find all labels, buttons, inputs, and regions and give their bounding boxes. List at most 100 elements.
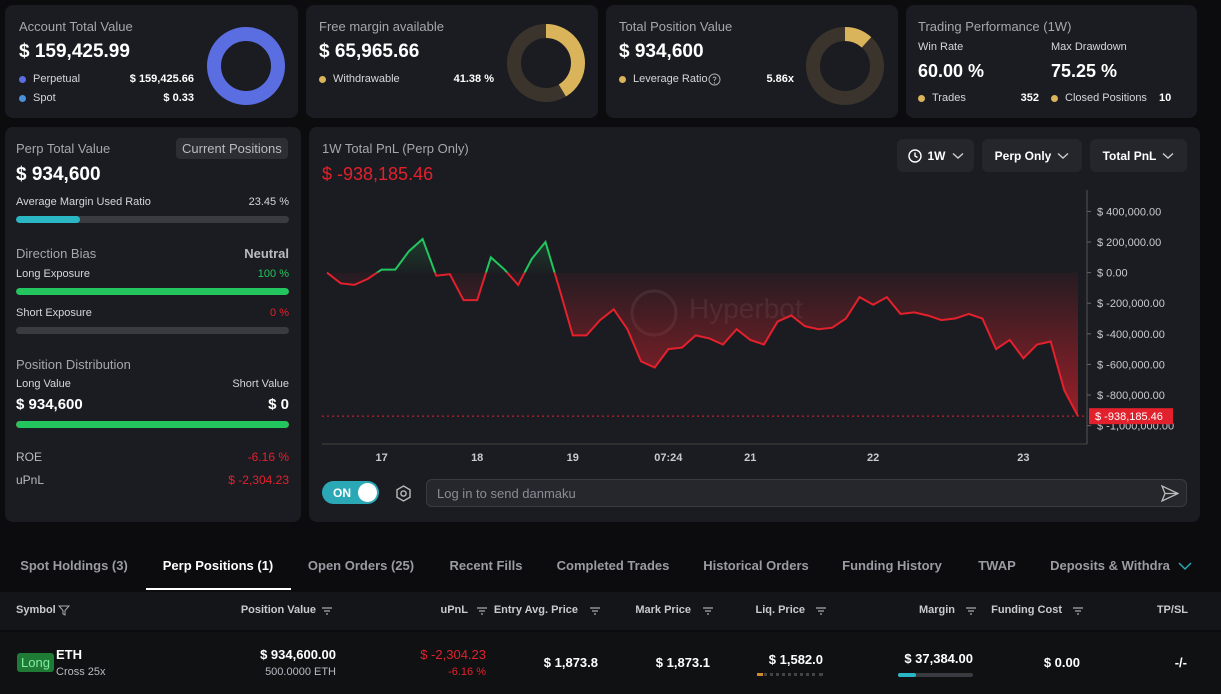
column-header[interactable]: Entry Avg. Price bbox=[493, 604, 578, 616]
sort-icon bbox=[322, 607, 332, 615]
sort-icon bbox=[966, 607, 976, 615]
perp-value: $ 934,600 bbox=[16, 164, 101, 185]
card-value: $ 159,425.99 bbox=[19, 41, 130, 62]
chevron bbox=[1057, 152, 1069, 159]
column-header[interactable]: uPnL bbox=[440, 604, 469, 616]
send-icon[interactable] bbox=[1161, 485, 1179, 502]
row-value: $ 159,425.66 bbox=[129, 73, 194, 85]
chart-title: 1W Total PnL (Perp Only) bbox=[322, 141, 469, 156]
x-tick-label: 19 bbox=[567, 452, 579, 464]
stat-value: 0 % bbox=[270, 307, 289, 319]
bias-value: Neutral bbox=[244, 246, 289, 261]
tabs-more[interactable] bbox=[1178, 561, 1192, 571]
tab[interactable]: TWAP bbox=[978, 558, 1016, 573]
long-bar bbox=[16, 288, 289, 295]
donut-track bbox=[806, 27, 884, 105]
liq-price: $ 1,582.0 bbox=[768, 652, 823, 667]
margin: $ 37,384.00 bbox=[904, 651, 973, 666]
bar-track bbox=[16, 288, 289, 295]
donut bbox=[507, 24, 585, 102]
row-name: Withdrawable bbox=[333, 73, 400, 85]
current-positions-button[interactable]: Current Positions bbox=[176, 138, 288, 159]
sort-icon bbox=[703, 607, 713, 615]
tab[interactable]: Spot Holdings (3) bbox=[20, 558, 128, 573]
y-tick-label: $ 200,000.00 bbox=[1097, 237, 1161, 249]
card-title: Account Total Value bbox=[19, 19, 133, 34]
stat-value: 23.45 % bbox=[248, 196, 289, 208]
legend-dot bbox=[19, 76, 26, 83]
x-tick-label: 07:24 bbox=[654, 452, 683, 464]
input-placeholder: Log in to send danmaku bbox=[437, 486, 576, 501]
column-header[interactable]: Mark Price bbox=[635, 604, 691, 616]
mark-price: $ 1,873.1 bbox=[655, 655, 710, 670]
row-name: Trades bbox=[932, 92, 966, 104]
table-header bbox=[0, 592, 1221, 630]
toggle-label: ON bbox=[333, 486, 351, 500]
toggle-knob bbox=[358, 483, 377, 502]
stat-value: 60.00 % bbox=[918, 61, 985, 81]
perp-panel bbox=[5, 127, 301, 522]
tab[interactable]: Funding History bbox=[842, 558, 942, 573]
metric-dropdown[interactable]: Total PnL bbox=[1090, 139, 1187, 172]
tab[interactable]: Recent Fills bbox=[449, 558, 523, 573]
legend-dot bbox=[918, 95, 925, 102]
legend-dot bbox=[319, 76, 326, 83]
scope-dropdown[interactable]: Perp Only bbox=[982, 139, 1082, 172]
column-header[interactable]: Liq. Price bbox=[755, 604, 805, 616]
entry-price: $ 1,873.8 bbox=[543, 655, 598, 670]
row-name: Perpetual bbox=[33, 73, 81, 85]
y-tick-label: $ 400,000.00 bbox=[1097, 206, 1161, 218]
tab[interactable]: Deposits & Withdra bbox=[1050, 558, 1170, 573]
donut-segment bbox=[207, 27, 285, 105]
donut-segment bbox=[507, 24, 585, 102]
table-row bbox=[0, 632, 1221, 694]
y-tick-label: $ -400,000.00 bbox=[1097, 329, 1165, 341]
section-title: Direction Bias bbox=[16, 246, 97, 261]
danmaku-toggle[interactable]: ON bbox=[322, 481, 379, 504]
sort-icon bbox=[1073, 607, 1083, 615]
donut bbox=[806, 27, 884, 105]
upnl-percent: -6.16 % bbox=[448, 666, 486, 678]
section-title: Position Distribution bbox=[16, 357, 131, 372]
x-tick-label: 17 bbox=[375, 452, 387, 464]
info-icon[interactable] bbox=[708, 73, 721, 86]
bar-track bbox=[16, 327, 289, 334]
column-header[interactable]: Margin bbox=[918, 604, 955, 616]
card-title: Free margin available bbox=[319, 19, 445, 34]
active-tab-underline bbox=[146, 588, 291, 590]
panel-title: Perp Total Value bbox=[16, 141, 111, 156]
liq-marker bbox=[757, 673, 763, 676]
short-value: $ 0 bbox=[268, 396, 289, 413]
line-negative bbox=[326, 272, 1079, 417]
tab[interactable]: Historical Orders bbox=[703, 558, 809, 573]
y-tick-label: $ -800,000.00 bbox=[1097, 390, 1165, 402]
danmaku-input[interactable]: Log in to send danmaku bbox=[426, 479, 1187, 507]
area-positive bbox=[377, 238, 555, 273]
row-value: 5.86x bbox=[766, 73, 794, 85]
last-value-box bbox=[1089, 408, 1173, 425]
tab[interactable]: Perp Positions (1) bbox=[162, 558, 274, 573]
stat-label: Max Drawdown bbox=[1051, 41, 1127, 53]
row-value: 41.38 % bbox=[453, 73, 494, 85]
y-tick-label: $ -200,000.00 bbox=[1097, 298, 1165, 310]
tab[interactable]: Open Orders (25) bbox=[307, 558, 415, 573]
symbol: ETH bbox=[56, 647, 82, 662]
column-header: Symbol bbox=[16, 604, 56, 616]
card-title: Trading Performance (1W) bbox=[918, 19, 1072, 34]
tab[interactable]: Completed Trades bbox=[556, 558, 670, 573]
row-name: Leverage Ratio bbox=[633, 73, 708, 85]
sort-icons bbox=[322, 607, 1083, 615]
card-value: $ 65,965.66 bbox=[319, 41, 420, 62]
stat-label: ROE bbox=[16, 450, 43, 464]
stat-value: 100 % bbox=[257, 268, 289, 280]
period-dropdown[interactable]: 1W bbox=[897, 139, 974, 172]
filter-icon[interactable] bbox=[58, 605, 70, 616]
bar-track bbox=[16, 216, 289, 223]
margin-mode: Cross 25x bbox=[56, 666, 106, 678]
column-header[interactable]: Funding Cost bbox=[991, 604, 1062, 616]
long-value: $ 934,600 bbox=[16, 396, 83, 413]
column-header[interactable]: Position Value bbox=[240, 604, 316, 616]
legend-dot bbox=[1051, 95, 1058, 102]
column-header: TP/SL bbox=[1156, 604, 1188, 616]
settings-icon[interactable] bbox=[395, 485, 412, 502]
